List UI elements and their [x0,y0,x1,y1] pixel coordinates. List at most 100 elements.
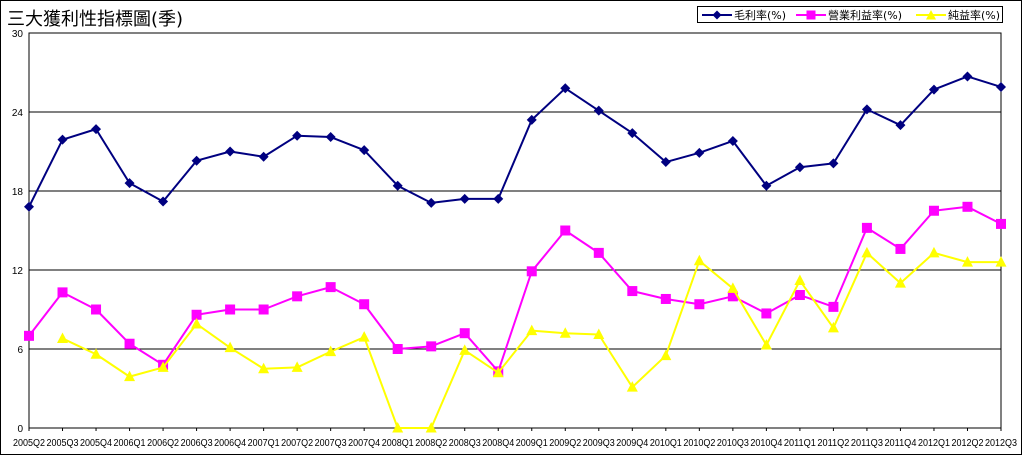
data-point [325,132,336,143]
x-tick-label: 2011Q1 [784,438,816,449]
data-point [124,178,135,189]
data-point [559,327,571,338]
data-point [392,344,403,354]
data-point [761,180,772,191]
x-tick-label: 2010Q4 [750,438,782,449]
data-point [526,114,537,125]
data-point [91,304,102,315]
data-point [292,291,303,302]
data-point [359,299,370,310]
data-point [57,287,68,298]
data-point [258,362,270,374]
axes [28,32,1002,431]
y-tick-label: 24 [12,108,24,119]
data-point [794,162,805,173]
data-point [694,147,705,158]
data-point [693,254,705,266]
data-point [359,145,370,156]
x-tick-label: 2009Q4 [616,438,648,449]
data-point [224,341,236,353]
data-point [292,130,303,141]
data-point [593,105,604,116]
data-point [392,422,404,433]
y-tick-label: 18 [12,187,24,198]
data-point [962,71,973,82]
plot-area [28,32,1002,429]
data-point [325,282,336,293]
x-tick-label: 2006Q3 [181,438,213,449]
chart-title: 三大獲利性指標圖(季) [7,9,184,30]
data-point [258,304,269,315]
data-point [760,339,772,350]
data-point [492,366,504,378]
y-tick-label: 6 [17,345,23,356]
data-point [358,331,370,342]
data-point [827,321,839,333]
data-point [895,243,906,254]
x-tick-label: 2008Q1 [382,438,414,449]
series-2 [57,246,1007,433]
data-point [727,282,739,293]
series-line [28,205,1002,373]
data-point [894,277,906,288]
data-point [996,218,1006,229]
data-point [928,84,939,95]
legend: 毛利率(%) 營業利益率(%) 純益率(%) [697,6,1003,23]
data-point [861,222,872,233]
x-tick-label: 2007Q3 [315,438,347,449]
legend-label-net-margin: 純益率(%) [948,9,1001,22]
x-tick-label: 2006Q4 [214,438,246,449]
y-tick-label: 0 [17,424,23,435]
data-point [660,293,671,304]
data-point [158,196,169,207]
data-point [560,83,571,94]
data-point [426,341,437,352]
x-tick-label: 2010Q2 [683,438,715,449]
data-point [828,301,839,312]
data-point [727,135,738,146]
legend-marker-diamond [702,10,732,20]
series-0 [24,71,1006,212]
data-point [191,317,203,329]
x-tick-label: 2010Q1 [650,438,682,449]
x-tick-label: 2012Q1 [918,438,950,449]
x-tick-label: 2008Q4 [482,438,514,449]
data-point [761,308,772,319]
data-point [996,81,1006,92]
x-tick-label: 2011Q4 [884,438,916,449]
legend-label-operating-margin: 營業利益率(%) [828,9,903,22]
gridlines [29,111,1001,350]
x-tick-label: 2005Q3 [47,438,79,449]
x-tick-label: 2007Q2 [281,438,313,449]
data-point [291,361,303,372]
data-point [459,193,470,204]
data-point [961,256,973,267]
data-point [928,205,939,216]
x-tick-labels: 2005Q2 2005Q3 2005Q4 2006Q1 2006Q2 2006Q3 2006… [13,438,1017,449]
x-tick-label: 2011Q2 [817,438,849,449]
data-point [225,146,236,157]
data-point [660,157,671,168]
data-point [861,246,873,258]
data-point [928,246,940,258]
legend-item-net-margin: 純益率(%) [916,8,1000,22]
data-point [593,328,605,340]
data-point [225,304,236,315]
data-point [861,104,872,115]
y-tick-label: 12 [12,266,24,277]
x-tick-label: 2011Q3 [851,438,883,449]
data-point [191,309,202,320]
data-point [90,348,102,359]
legend-marker-triangle [916,10,946,20]
series [24,71,1007,433]
data-point [794,274,806,286]
x-tick-label: 2006Q2 [147,438,179,449]
y-tick-label: 30 [12,29,24,40]
data-point [627,128,638,139]
data-point [157,361,169,372]
data-point [593,247,604,258]
x-tick-label: 2005Q2 [13,438,45,449]
data-point [660,349,672,361]
data-point [526,324,538,336]
